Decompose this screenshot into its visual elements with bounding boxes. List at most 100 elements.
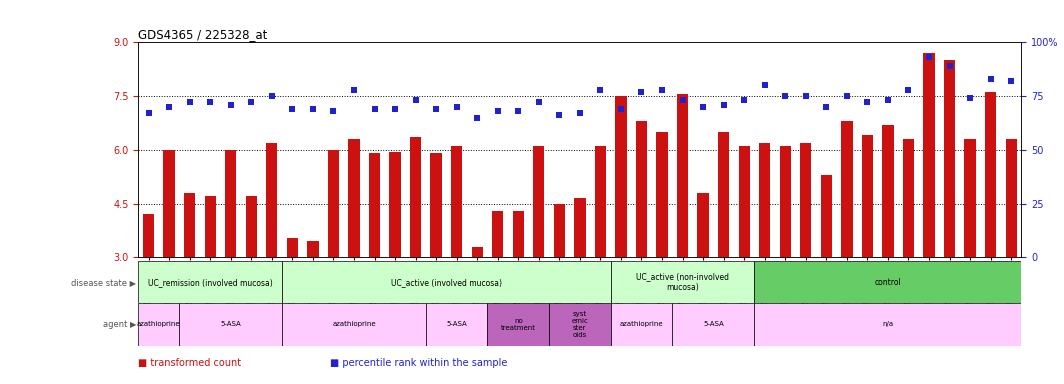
Point [489,108,506,114]
Point [653,86,670,93]
Bar [718,132,729,257]
Bar [738,146,750,257]
Point [140,110,157,116]
Text: azathioprine: azathioprine [332,321,376,328]
Point [633,89,650,95]
Bar [780,146,791,257]
Point [222,101,239,108]
Bar [656,132,668,257]
Bar [513,211,523,257]
Bar [286,238,298,257]
Text: agent ▶: agent ▶ [103,320,136,329]
Text: azathioprine: azathioprine [137,321,181,328]
Text: UC_active (non-involved
mucosa): UC_active (non-involved mucosa) [636,273,729,292]
Text: ■ percentile rank within the sample: ■ percentile rank within the sample [330,358,508,368]
Point [675,97,692,103]
Point [551,112,568,118]
Bar [698,193,709,257]
Point [962,95,979,101]
Point [777,93,794,99]
Point [818,104,835,110]
Bar [471,247,483,257]
Bar [328,150,339,257]
Bar [282,261,611,303]
Bar [677,94,688,257]
Bar [451,146,462,257]
Bar [266,142,278,257]
Point [408,97,425,103]
Point [900,86,917,93]
Bar [1005,139,1017,257]
Point [346,86,363,93]
Point [715,101,732,108]
Text: disease state ▶: disease state ▶ [71,278,136,287]
Point [468,114,485,121]
Bar [143,214,154,257]
Text: n/a: n/a [882,321,894,328]
Point [797,93,814,99]
Bar [389,152,401,257]
Point [304,106,321,112]
Text: GDS4365 / 225328_at: GDS4365 / 225328_at [138,28,268,41]
Point [202,99,219,106]
Bar [492,211,503,257]
Bar [611,261,754,303]
Bar [800,142,812,257]
Bar [348,139,360,257]
Bar [672,303,754,346]
Bar [226,150,236,257]
Bar [944,60,955,257]
Bar [184,193,196,257]
Bar [862,136,874,257]
Point [263,93,280,99]
Bar [842,121,852,257]
Text: ■ transformed count: ■ transformed count [138,358,242,368]
Bar [533,146,545,257]
Bar [164,150,174,257]
Text: 5-ASA: 5-ASA [220,321,242,328]
Bar [180,303,282,346]
Bar [204,196,216,257]
Bar [246,196,256,257]
Point [695,104,712,110]
Point [428,106,445,112]
Bar [487,303,549,346]
Point [243,99,260,106]
Bar [882,125,894,257]
Point [448,104,465,110]
Text: 5-ASA: 5-ASA [446,321,467,328]
Bar [615,96,627,257]
Point [161,104,178,110]
Point [592,86,609,93]
Text: UC_remission (involved mucosa): UC_remission (involved mucosa) [148,278,272,287]
Bar [924,53,934,257]
Point [530,99,547,106]
Bar [282,303,426,346]
Bar [426,303,487,346]
Bar [138,303,180,346]
Bar [575,198,585,257]
Point [386,106,403,112]
Point [982,76,999,82]
Bar [754,303,1021,346]
Bar [553,204,565,257]
Point [920,54,937,60]
Point [941,63,958,69]
Point [838,93,855,99]
Point [366,106,383,112]
Point [325,108,342,114]
Bar [369,153,380,257]
Bar [611,303,672,346]
Text: azathioprine: azathioprine [619,321,663,328]
Point [284,106,301,112]
Text: 5-ASA: 5-ASA [703,321,724,328]
Point [181,99,198,106]
Point [510,108,527,114]
Point [1002,78,1019,84]
Point [757,82,774,88]
Bar [903,139,914,257]
Point [735,97,752,103]
Text: no
treatment: no treatment [501,318,536,331]
Point [859,99,876,106]
Bar [595,146,606,257]
